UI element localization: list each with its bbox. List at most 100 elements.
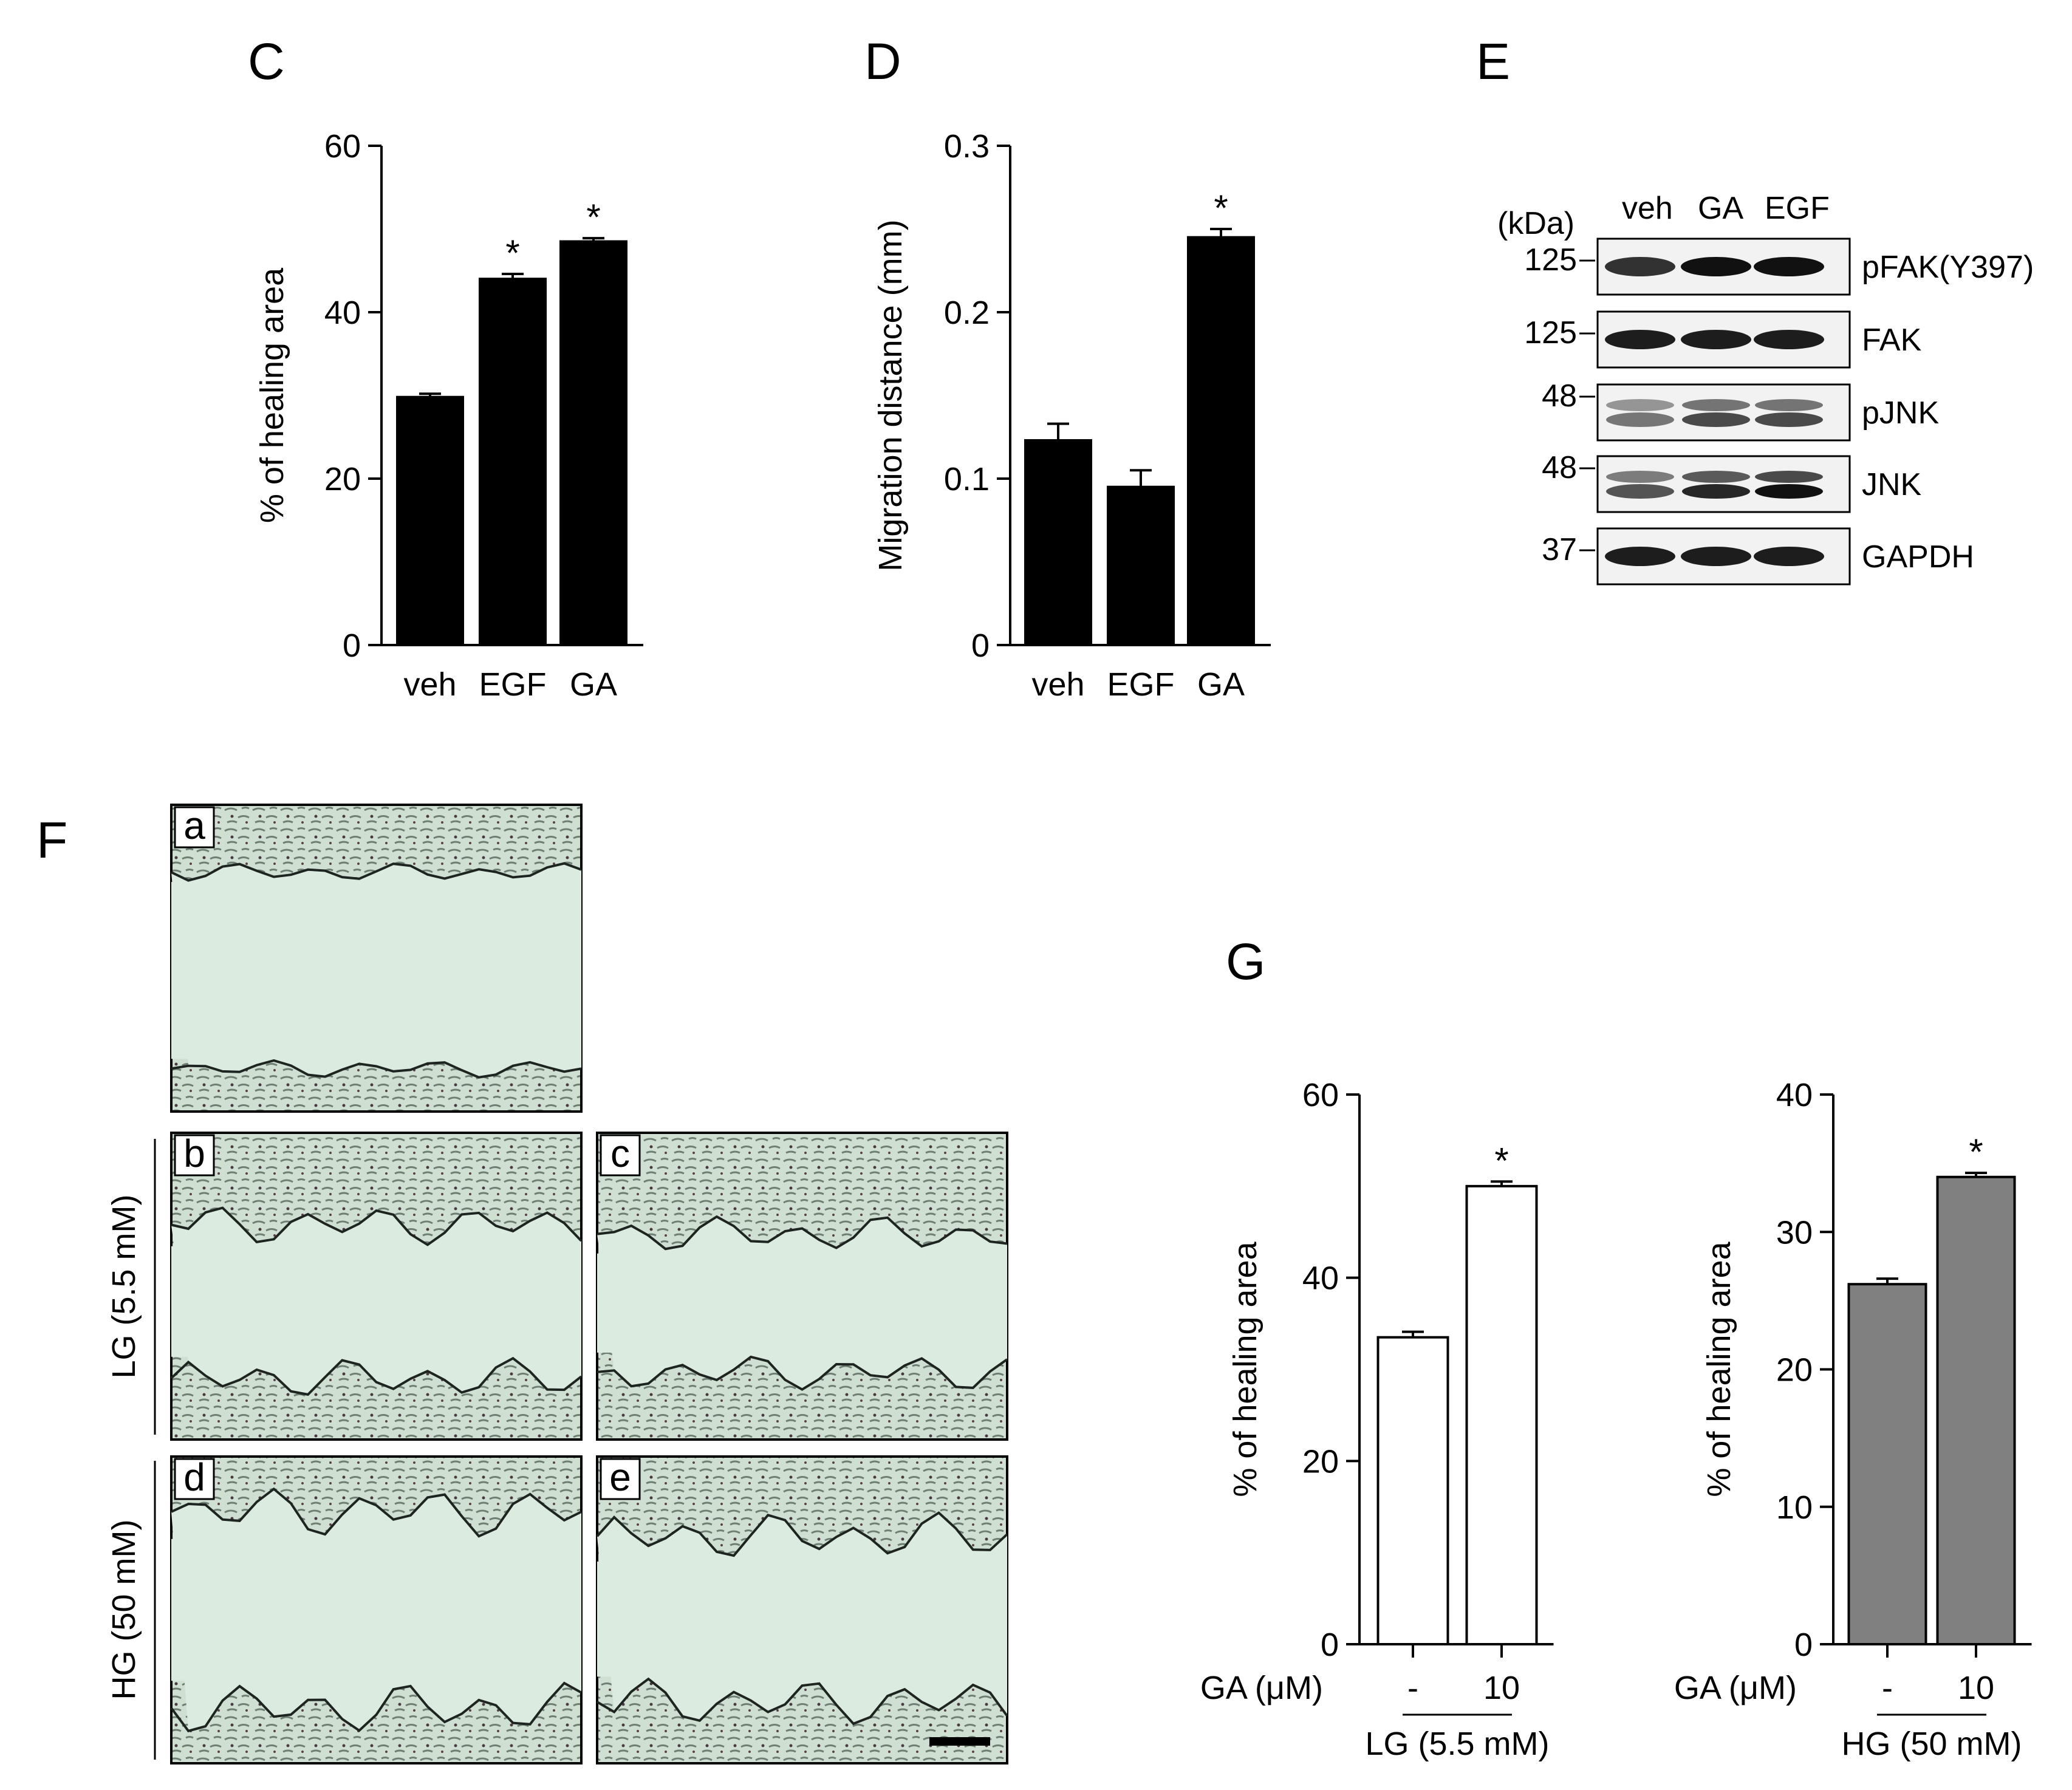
blot-band xyxy=(1606,412,1674,427)
y-tick-label: 0 xyxy=(1794,1627,1813,1663)
micrograph-letter-box xyxy=(174,1458,215,1500)
group-label: LG (5.5 mM) xyxy=(1365,1726,1549,1762)
blot-band xyxy=(1754,547,1824,566)
group-label: HG (50 mM) xyxy=(1842,1726,2022,1762)
chart-c-healing-area: 0 20 40 60 % of healing area veh * EGF * GA xyxy=(254,128,643,703)
blot-protein-label: FAK xyxy=(1862,323,1922,358)
y-tick-label: 40 xyxy=(1302,1260,1339,1297)
blot-band xyxy=(1605,330,1675,349)
significance-star: * xyxy=(586,197,600,237)
blot-protein-label: pJNK xyxy=(1862,395,1939,431)
blot-band xyxy=(1682,399,1750,411)
bar xyxy=(1847,1283,1927,1646)
chart-g-lg-healing-area: 0 20 40 60 % of healing area - * 10 GA (μM) LG (5… xyxy=(1200,1077,1554,1762)
x-category-label: - xyxy=(1882,1670,1893,1706)
blot-band xyxy=(1682,471,1750,483)
blot-band xyxy=(1606,399,1674,411)
x-axis-prefix-label: GA (μM) xyxy=(1674,1670,1797,1706)
blot-marker-label: 125 xyxy=(1524,315,1577,350)
wound-edge-line xyxy=(171,1059,582,1079)
y-tick-label: 0 xyxy=(971,627,990,664)
y-tick-label: 20 xyxy=(1302,1443,1339,1480)
blot-marker-label: 125 xyxy=(1524,242,1577,278)
y-axis-title: Migration distance (mm) xyxy=(872,219,909,571)
bar xyxy=(1107,485,1175,646)
x-category-label: GA xyxy=(570,666,617,703)
row-label: HG (50 mM) xyxy=(106,1520,142,1700)
blot-band xyxy=(1682,484,1750,499)
blot-band xyxy=(1682,412,1750,427)
y-axis-title: % of healing area xyxy=(1701,1241,1737,1497)
blot-protein-label: pFAK(Y397) xyxy=(1862,250,2034,285)
bar xyxy=(396,395,464,646)
blot-lane-label: veh xyxy=(1622,191,1673,226)
blot-band xyxy=(1606,471,1674,483)
blot-strip xyxy=(1596,383,1851,442)
blot-band xyxy=(1605,547,1675,566)
scale-bar xyxy=(929,1737,990,1746)
y-tick-label: 0.3 xyxy=(944,128,990,165)
micrograph-letter: d xyxy=(183,1455,205,1499)
bar xyxy=(1187,236,1255,646)
panel-label-d: D xyxy=(864,33,901,90)
blot-band xyxy=(1755,399,1823,411)
wound-edge-line xyxy=(596,1677,1008,1726)
micrograph-letter: a xyxy=(183,804,205,847)
micrograph-letter: e xyxy=(609,1455,631,1499)
blot-band xyxy=(1681,257,1751,276)
micrograph-letter-box xyxy=(174,806,215,849)
blot-unit-label: (kDa) xyxy=(1497,206,1575,241)
blot-strip xyxy=(1596,455,1851,513)
wound-edge-line xyxy=(596,1511,1008,1557)
micrograph-letter-box xyxy=(600,1134,641,1177)
panel-label-f: F xyxy=(36,811,67,869)
y-tick-label: 40 xyxy=(324,295,361,331)
blot-band xyxy=(1755,484,1823,499)
wound-gap-core xyxy=(171,1539,581,1681)
wound-edge-line xyxy=(597,1355,1008,1391)
x-category-label: veh xyxy=(1031,666,1084,703)
blot-protein-label: JNK xyxy=(1862,467,1922,502)
panel-label-c: C xyxy=(248,33,285,90)
y-tick-label: 0.1 xyxy=(944,461,990,497)
bar xyxy=(1376,1336,1449,1645)
micrograph-letter-box xyxy=(600,1458,641,1500)
blot-band xyxy=(1754,257,1824,276)
y-tick-label: 20 xyxy=(1776,1352,1813,1389)
wound-edge-line xyxy=(171,862,582,882)
x-axis-prefix-label: GA (μM) xyxy=(1200,1670,1323,1706)
y-tick-label: 30 xyxy=(1776,1214,1813,1251)
blot-band xyxy=(1606,484,1674,499)
wound-gap-core xyxy=(597,1561,1007,1677)
y-axis-title: % of healing area xyxy=(254,267,290,523)
y-tick-label: 20 xyxy=(324,461,361,497)
blot-band xyxy=(1681,547,1751,566)
micrograph-grid: a b c d e LG (5.5 mM) HG (50 mM) xyxy=(106,804,1008,1764)
panel-label-e: E xyxy=(1476,33,1510,90)
row-label: LG (5.5 mM) xyxy=(106,1194,142,1378)
y-tick-label: 10 xyxy=(1776,1489,1813,1526)
y-tick-label: 60 xyxy=(1302,1077,1339,1113)
significance-star: * xyxy=(1969,1132,1983,1172)
bar xyxy=(479,278,547,646)
y-tick-label: 0.2 xyxy=(944,295,990,331)
blot-band xyxy=(1681,330,1751,349)
blot-lane-label: EGF xyxy=(1765,191,1830,226)
blot-band xyxy=(1605,257,1675,276)
significance-star: * xyxy=(1494,1140,1508,1181)
bar xyxy=(559,240,627,646)
y-tick-label: 0 xyxy=(343,627,361,664)
blot-marker-label: 48 xyxy=(1542,450,1577,485)
panel-label-g: G xyxy=(1226,933,1265,990)
x-category-label: veh xyxy=(403,666,456,703)
western-blot: (kDa) veh GA EGF 125 pFAK(Y397) 125 FAK 48 pJ… xyxy=(1497,191,2034,586)
chart-d-migration-distance: 0 0.1 0.2 0.3 Migration distance (mm) veh EGF *… xyxy=(872,128,1271,703)
x-category-label: 10 xyxy=(1958,1670,1994,1706)
chart-g-hg-healing-area: 0 10 20 30 40 % of healing area - * 10 GA (μM) HG … xyxy=(1674,1077,2032,1762)
x-category-label: EGF xyxy=(1107,666,1174,703)
blot-band xyxy=(1755,471,1823,483)
blot-band xyxy=(1754,330,1824,349)
x-category-label: GA xyxy=(1197,666,1245,703)
bar xyxy=(1465,1184,1538,1646)
